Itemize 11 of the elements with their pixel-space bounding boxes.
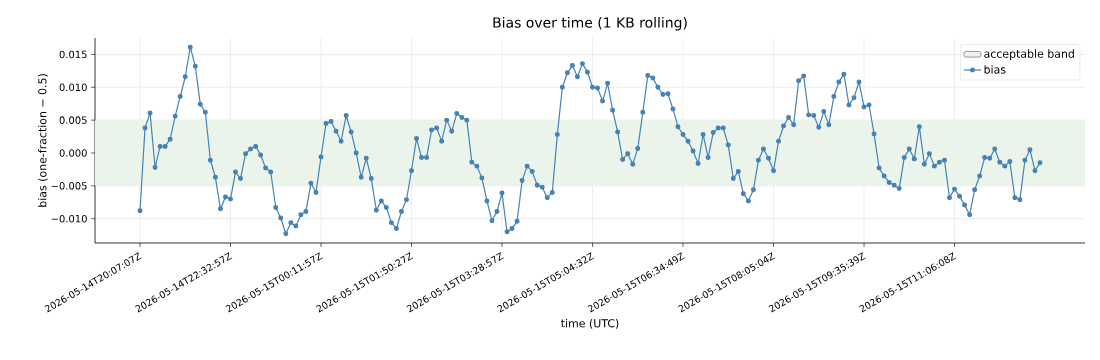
chart-title: Bias over time (1 KB rolling) (493, 17, 687, 31)
y-tick-label: −0.010 (51, 214, 87, 223)
y-axis-title: bias (one-fraction − 0.5) (38, 74, 48, 207)
x-axis-title: time (UTC) (561, 318, 619, 329)
legend-label: acceptable band (984, 49, 1074, 60)
y-tick-label: 0.010 (59, 83, 87, 92)
y-tick-label: −0.005 (51, 182, 87, 190)
legend-label: bias (984, 65, 1006, 74)
y-tick-label: 0.005 (59, 116, 87, 124)
y-tick-label: 0.015 (59, 50, 87, 59)
y-tick-label: 0.000 (59, 149, 87, 157)
